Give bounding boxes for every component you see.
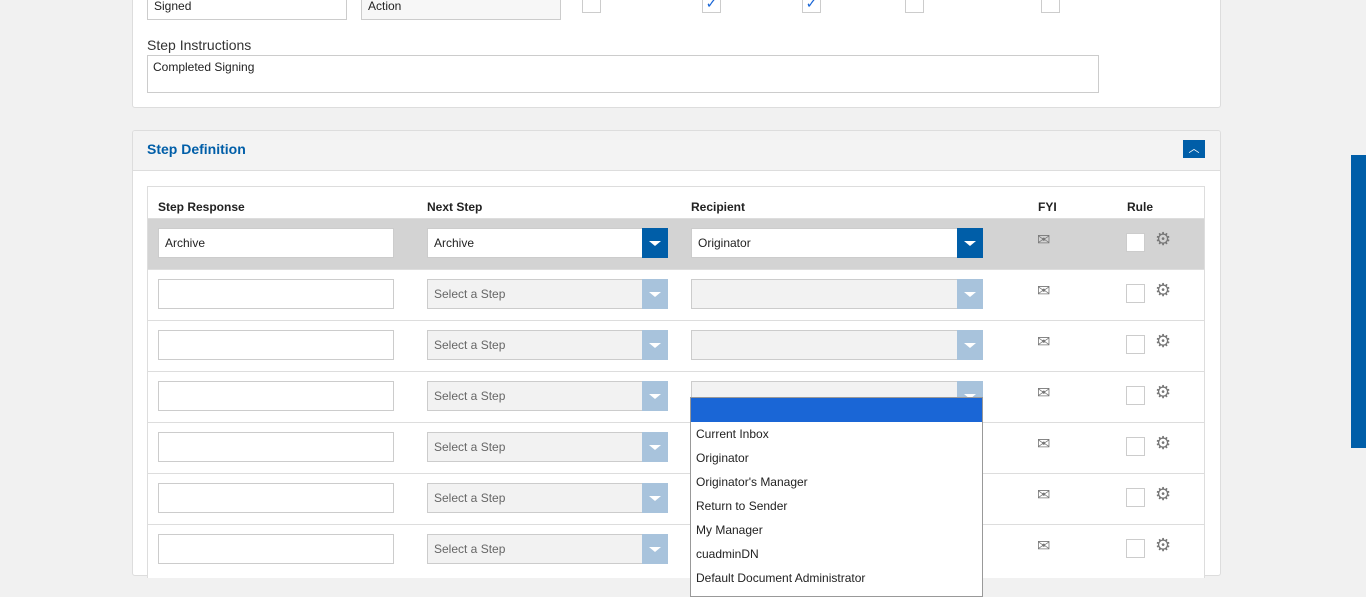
step-response-input[interactable] <box>158 279 394 309</box>
step-type-input[interactable]: Action <box>361 0 561 20</box>
gear-icon[interactable]: ⚙ <box>1155 331 1172 351</box>
rule-checkbox[interactable] <box>1126 386 1145 405</box>
gear-icon[interactable]: ⚙ <box>1155 229 1172 249</box>
next-step-value: Select a Step <box>434 338 506 352</box>
rule-checkbox[interactable] <box>1126 539 1145 558</box>
option-checkbox-2[interactable]: ✓ <box>702 0 721 13</box>
dropdown-option[interactable]: Return to Sender <box>696 499 788 513</box>
header-rule: Rule <box>1127 200 1154 214</box>
dropdown-option[interactable]: My Manager <box>696 523 763 537</box>
dropdown-option[interactable]: Originator <box>696 451 749 465</box>
chevron-down-icon[interactable] <box>642 330 668 360</box>
header-recipient: Recipient <box>691 200 746 214</box>
chevron-down-icon[interactable] <box>642 483 668 513</box>
gear-icon[interactable]: ⚙ <box>1155 280 1172 300</box>
step-response-input[interactable]: Archive <box>158 228 394 258</box>
option-checkbox-5[interactable] <box>1041 0 1060 13</box>
rule-checkbox[interactable] <box>1126 233 1145 252</box>
mail-icon[interactable]: ✉ <box>1037 538 1051 555</box>
chevron-down-icon[interactable] <box>642 279 668 309</box>
next-step-value: Select a Step <box>434 542 506 556</box>
recipient-select[interactable]: Originator <box>691 228 983 258</box>
step-response-input[interactable] <box>158 483 394 513</box>
next-step-select[interactable]: Select a Step <box>427 381 668 411</box>
rule-checkbox[interactable] <box>1126 488 1145 507</box>
header-fyi: FYI <box>1038 200 1057 214</box>
mail-icon[interactable]: ✉ <box>1037 283 1051 300</box>
option-checkbox-3[interactable]: ✓ <box>802 0 821 13</box>
recipient-select[interactable] <box>691 279 983 309</box>
next-step-value: Select a Step <box>434 491 506 505</box>
rule-checkbox[interactable] <box>1126 335 1145 354</box>
mail-icon[interactable]: ✉ <box>1037 334 1051 351</box>
next-step-select[interactable]: Select a Step <box>427 330 668 360</box>
header-step-response: Step Response <box>158 200 245 214</box>
option-checkbox-1[interactable] <box>582 0 601 13</box>
chevron-down-icon[interactable] <box>957 279 983 309</box>
next-step-select[interactable]: Select a Step <box>427 432 668 462</box>
next-step-select[interactable]: Select a Step <box>427 279 668 309</box>
chevron-down-icon[interactable] <box>642 228 668 258</box>
dropdown-option[interactable]: cuadminDN <box>696 547 759 561</box>
option-checkbox-4[interactable] <box>905 0 924 13</box>
next-step-value: Select a Step <box>434 389 506 403</box>
chevron-down-icon[interactable] <box>642 432 668 462</box>
mail-icon[interactable]: ✉ <box>1037 487 1051 504</box>
mail-icon[interactable]: ✉ <box>1037 232 1051 249</box>
recipient-dropdown-list[interactable]: Current Inbox Originator Originator's Mana… <box>690 397 983 597</box>
step-response-input[interactable] <box>158 432 394 462</box>
mail-icon[interactable]: ✉ <box>1037 385 1051 402</box>
collapse-button[interactable]: ︿ <box>1183 140 1205 158</box>
chevron-down-icon[interactable] <box>957 330 983 360</box>
gear-icon[interactable]: ⚙ <box>1155 535 1172 555</box>
dropdown-option[interactable]: Originator's Manager <box>696 475 808 489</box>
next-step-value: Select a Step <box>434 287 506 301</box>
chevron-down-icon[interactable] <box>642 534 668 564</box>
next-step-value: Select a Step <box>434 440 506 454</box>
chevron-down-icon[interactable] <box>957 228 983 258</box>
next-step-value: Archive <box>434 236 475 250</box>
section-title: Step Definition <box>147 141 246 157</box>
chevron-down-icon[interactable] <box>642 381 668 411</box>
recipient-value: Originator <box>698 236 751 250</box>
dropdown-option[interactable] <box>691 398 982 422</box>
step-response-input[interactable] <box>158 534 394 564</box>
gear-icon[interactable]: ⚙ <box>1155 382 1172 402</box>
next-step-select[interactable]: Select a Step <box>427 534 668 564</box>
step-instructions-label: Step Instructions <box>147 37 252 53</box>
step-response-input[interactable] <box>158 330 394 360</box>
gear-icon[interactable]: ⚙ <box>1155 433 1172 453</box>
mail-icon[interactable]: ✉ <box>1037 436 1051 453</box>
header-next-step: Next Step <box>427 200 483 214</box>
dropdown-option[interactable]: Default Document Administrator <box>696 571 866 585</box>
step-instructions-textarea[interactable]: Completed Signing <box>147 55 1099 93</box>
side-panel-tab[interactable] <box>1351 155 1366 448</box>
step-response-input[interactable] <box>158 381 394 411</box>
gear-icon[interactable]: ⚙ <box>1155 484 1172 504</box>
step-definition-header <box>133 131 1220 171</box>
dropdown-option[interactable]: Current Inbox <box>696 427 769 441</box>
step-name-input[interactable]: Signed <box>147 0 347 20</box>
next-step-select[interactable]: Select a Step <box>427 483 668 513</box>
recipient-select[interactable] <box>691 330 983 360</box>
rule-checkbox[interactable] <box>1126 284 1145 303</box>
rule-checkbox[interactable] <box>1126 437 1145 456</box>
next-step-select[interactable]: Archive <box>427 228 668 258</box>
